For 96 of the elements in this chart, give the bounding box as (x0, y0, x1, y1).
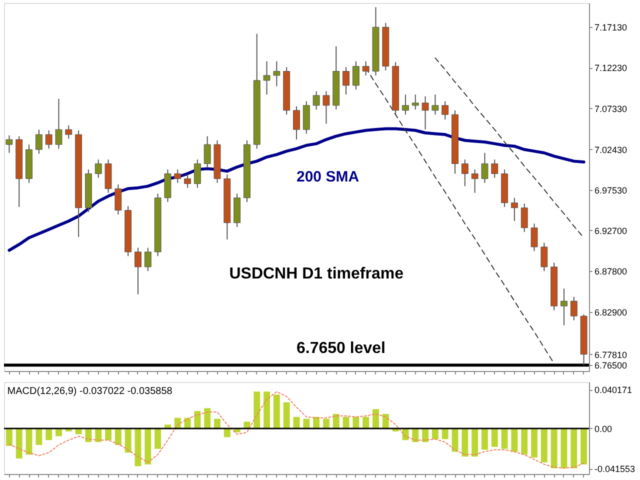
ref-line-label: 6.7650 level (296, 340, 386, 358)
bar (6, 428, 12, 446)
bar (412, 428, 419, 442)
bar (521, 428, 528, 455)
bar (540, 428, 548, 462)
y-tick-label: 6.76500 (594, 360, 628, 371)
candlestick (184, 174, 191, 188)
series-label: 200 SMA (296, 168, 360, 186)
y-tick-label: 0.040171 (594, 385, 632, 396)
bar (442, 428, 448, 440)
bar (154, 428, 162, 449)
bar (144, 428, 152, 464)
candlestick (204, 136, 211, 168)
bar (482, 428, 488, 450)
bar (342, 416, 350, 428)
candlestick (312, 90, 320, 110)
bar (204, 408, 211, 428)
candlestick (402, 94, 409, 116)
y-tick-label: 6.92700 (594, 226, 628, 236)
candlestick (194, 159, 201, 188)
candlestick (442, 100, 449, 120)
bar (273, 394, 280, 428)
y-tick-label: 7.02430 (594, 144, 628, 155)
candlestick (520, 203, 528, 232)
bar (372, 409, 379, 428)
bar (85, 428, 92, 442)
bar (570, 428, 578, 468)
bar (16, 428, 22, 459)
bar (95, 428, 102, 442)
candlestick (293, 106, 300, 140)
candlestick (6, 134, 13, 154)
y-tick-label: 7.07330 (594, 104, 628, 114)
candlestick (114, 184, 122, 215)
candlestick (491, 159, 498, 178)
candlestick (412, 94, 419, 110)
candlestick (510, 197, 518, 222)
candlestick (263, 60, 270, 96)
candlestick (35, 129, 42, 154)
candlestick (461, 159, 468, 187)
candlestick (362, 60, 370, 76)
y-tick-label: 6.77810 (594, 350, 628, 360)
y-tick-label: 6.97530 (594, 186, 628, 196)
candlestick (342, 66, 350, 96)
bar (224, 428, 230, 438)
y-tick-label: 6.82900 (594, 307, 628, 318)
bar (254, 392, 260, 428)
y-tick-label: 7.17130 (594, 22, 628, 32)
candlestick (45, 130, 52, 150)
bar (501, 428, 508, 449)
bar (422, 428, 429, 442)
candlestick (94, 159, 102, 178)
y-tick-label: 7.12230 (594, 63, 628, 74)
bar (531, 428, 538, 458)
bar (580, 428, 588, 464)
bar (56, 428, 62, 436)
bar (46, 428, 52, 440)
line-series (8, 127, 586, 252)
bar (105, 428, 112, 440)
candlestick (560, 288, 568, 326)
bar (560, 428, 568, 468)
candlestick (65, 124, 72, 140)
candlestick (352, 60, 360, 90)
y-tick-label: -0.041553 (594, 464, 636, 474)
bar (36, 428, 42, 445)
candlestick (481, 152, 488, 184)
y-tick-label: 6.87800 (594, 266, 628, 277)
bar (124, 428, 132, 453)
candlestick (570, 296, 578, 321)
bar (511, 428, 518, 452)
line-series (434, 57, 584, 238)
bar (472, 428, 478, 457)
candlestick (134, 247, 142, 295)
bar (283, 402, 290, 428)
candlestick (432, 94, 439, 116)
candlestick (322, 90, 330, 124)
annotation: USDCNH D1 timeframe (229, 265, 404, 282)
candlestick (530, 223, 538, 252)
bar (550, 428, 558, 468)
y-tick-label: 0.00 (594, 424, 612, 434)
chart-title: MACD(12,26,9) -0.037022 -0.035858 (7, 386, 173, 397)
bar (114, 428, 122, 445)
bar (75, 428, 82, 434)
bar (134, 428, 142, 466)
bar (264, 392, 270, 428)
bar (462, 428, 468, 457)
bar (352, 416, 360, 428)
bar (432, 428, 438, 440)
candlestick (540, 242, 548, 272)
candlestick (55, 98, 62, 150)
candlestick (273, 60, 280, 87)
candlestick (471, 169, 478, 194)
candlestick (422, 96, 429, 130)
candlestick (174, 169, 182, 184)
bar (362, 416, 370, 428)
bar (491, 428, 498, 447)
candlestick (144, 247, 152, 272)
